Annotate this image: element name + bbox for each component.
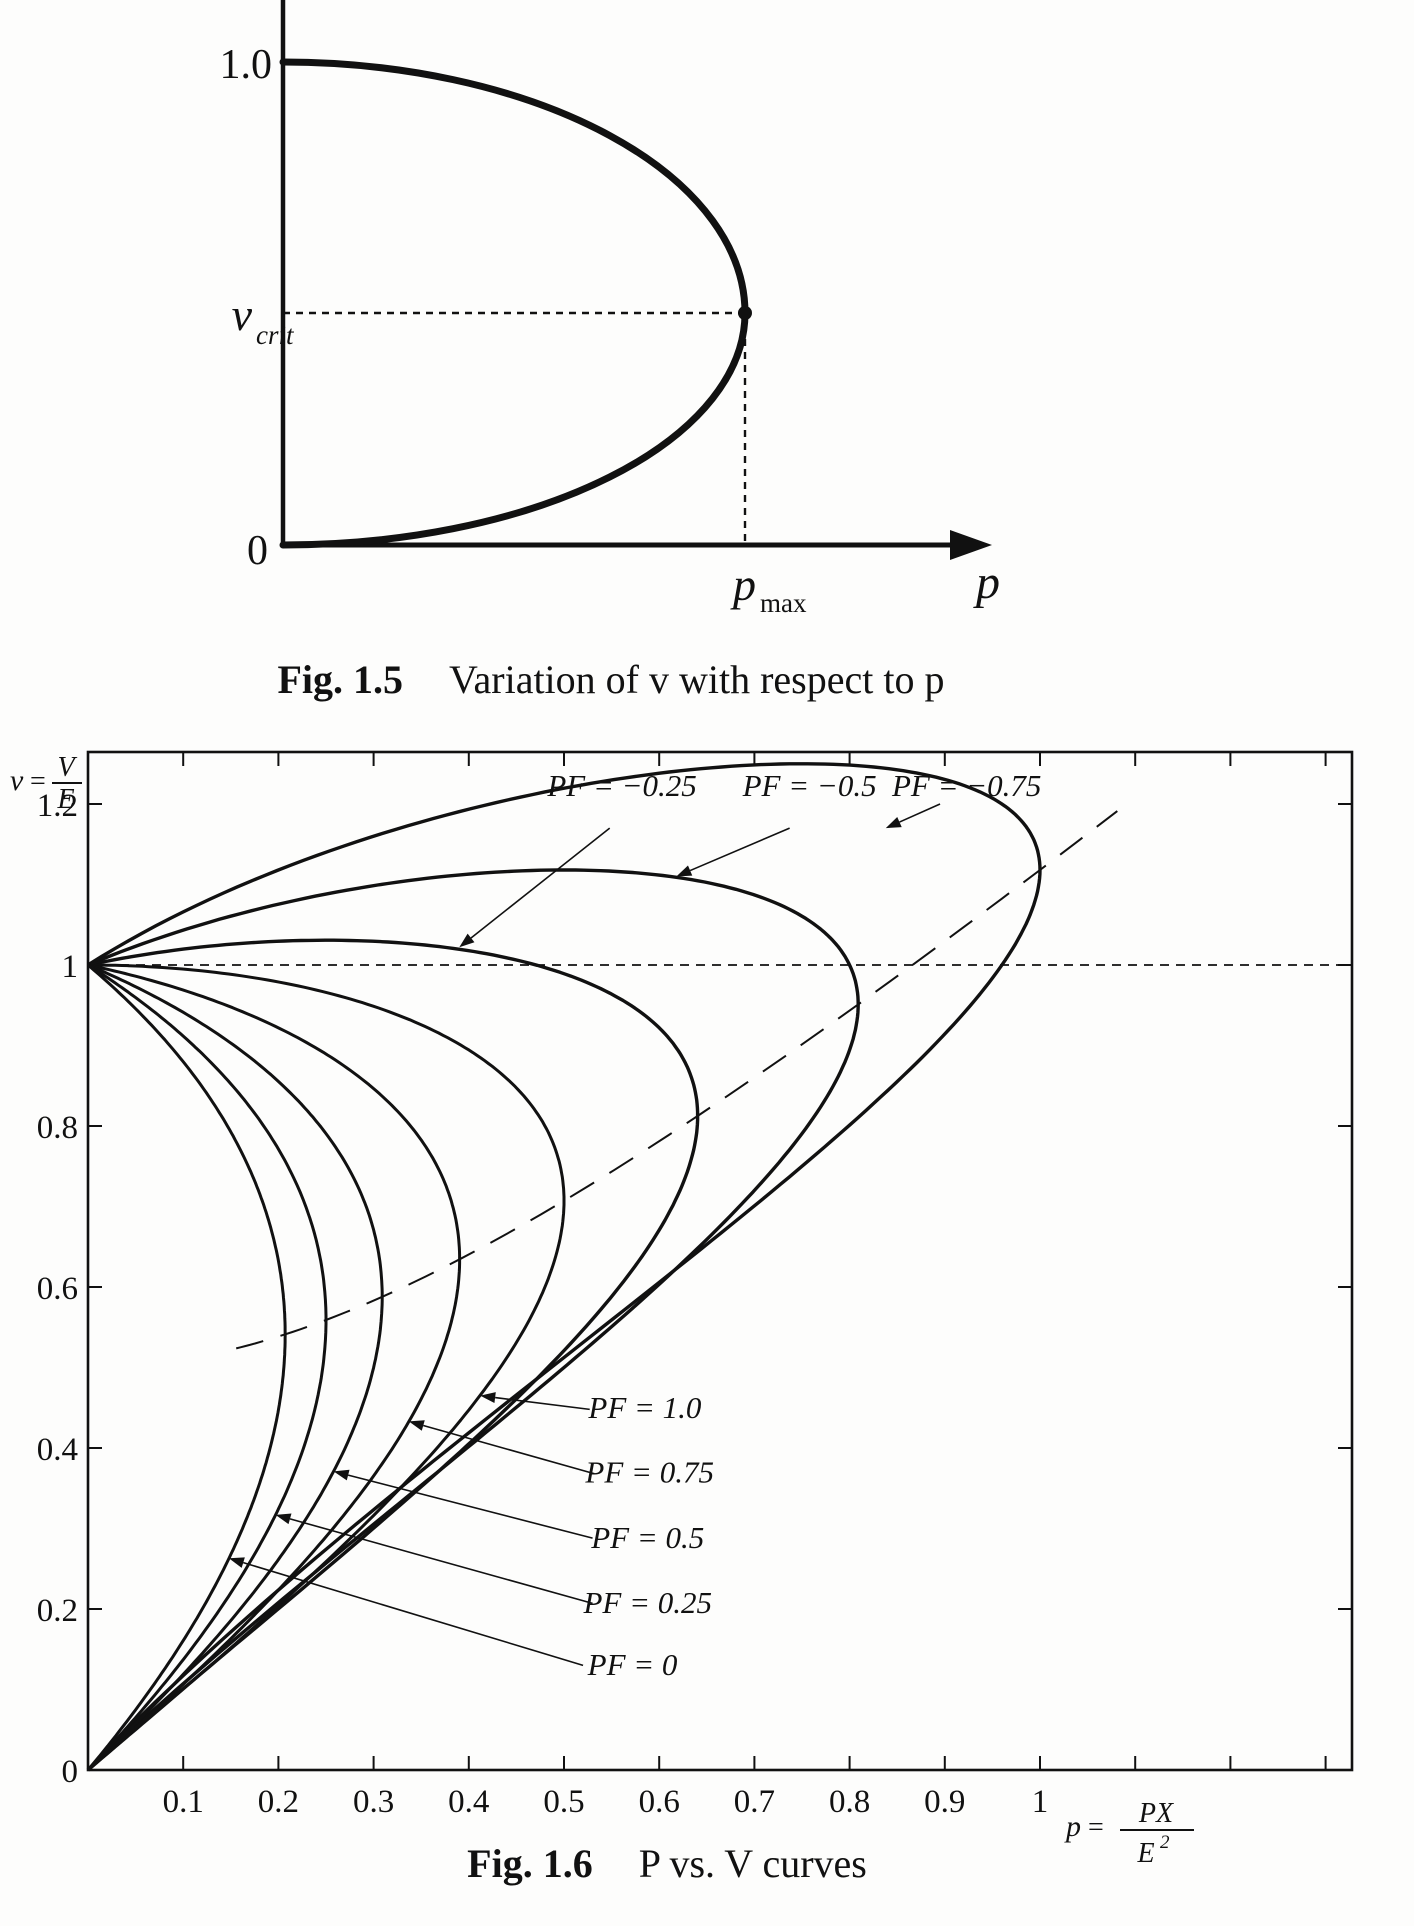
y-tick-label: 0 (62, 1754, 79, 1790)
fig15-caption-text: Variation of v with respect to p (449, 657, 945, 702)
fig15-caption: Fig. 1.5 Variation of v with respect to p (0, 656, 1222, 703)
x-tick-label: 0.1 (163, 1784, 204, 1820)
pf-annotation-arrow-head (676, 865, 693, 877)
x-tick-label: 0.8 (829, 1784, 870, 1820)
pv-curve (86, 963, 384, 1772)
pf-annotation-arrow-line (243, 1561, 584, 1667)
fig15-plot: 1.0 v crit 0 p max p (220, 0, 1000, 618)
x-tick-label: 0.4 (448, 1784, 489, 1820)
pf-annotation-arrow-head (885, 817, 902, 829)
pf-annotation-arrow-head (480, 1392, 496, 1403)
pf-annotation-label: PF = −0.25 (546, 768, 696, 803)
x-tick-label: 0.9 (924, 1784, 965, 1820)
fig16-xlabel-eq: = (1088, 1812, 1104, 1843)
fig15-vcrit-sub: crit (256, 320, 295, 350)
fig15-xaxis-label: p (973, 556, 1000, 609)
y-tick-label: 0.8 (37, 1110, 78, 1146)
x-tick-label: 1 (1032, 1784, 1049, 1820)
y-tick-label: 0.2 (37, 1593, 78, 1629)
fig15-ytick-1.0: 1.0 (220, 42, 273, 88)
pf-annotation-arrow-line (470, 827, 611, 939)
fig16-caption-text: P vs. V curves (638, 1841, 867, 1886)
fig16-caption: Fig. 1.6 P vs. V curves (0, 1840, 1334, 1887)
y-tick-label: 0.4 (37, 1432, 78, 1468)
pv-curve (86, 963, 287, 1771)
fig15-x-axis-arrowhead (950, 530, 992, 560)
pf-annotation-arrow-head (333, 1469, 350, 1481)
pf-annotation-arrow-head (228, 1557, 245, 1568)
pf-annotation-label: PF = 1.0 (587, 1390, 702, 1425)
fig16-caption-number: Fig. 1.6 (467, 1841, 593, 1886)
pf-annotation-label: PF = 0 (587, 1647, 678, 1682)
y-tick-label: 1.2 (37, 788, 78, 824)
fig16-ylabel-den: E (56, 784, 74, 815)
fig16-ylabel: v = V E (10, 752, 82, 815)
fig15-pmax-label: p (730, 559, 756, 610)
x-tick-label: 0.6 (639, 1784, 680, 1820)
pv-curve (87, 963, 462, 1772)
pf-annotation-arrow-line (423, 1424, 595, 1475)
pf-annotation-label: PF = −0.5 (742, 768, 877, 803)
x-tick-label: 0.2 (258, 1784, 299, 1820)
pf-annotation-arrow-line (289, 1518, 593, 1605)
fig15-vcrit-label: v (232, 289, 253, 340)
fig16-xlabel-den-sup: 2 (1160, 1832, 1170, 1853)
fig16-ylabel-eq: = (30, 766, 46, 797)
fig16-xlabel-p: p (1064, 1810, 1081, 1843)
pf-annotation-label: PF = 0.5 (590, 1520, 704, 1555)
x-tick-label: 0.5 (543, 1784, 584, 1820)
y-tick-label: 0.6 (37, 1271, 78, 1307)
fig16-xlabel: p = PX E 2 (1064, 1798, 1194, 1869)
pf-annotation-arrow-line (899, 803, 941, 823)
pv-curve (86, 868, 860, 1772)
pf-annotation-arrow-head (275, 1513, 292, 1525)
fig16-xlabel-num: PX (1138, 1798, 1174, 1829)
pf-annotation-arrow-line (495, 1396, 590, 1411)
fig15-pmax-sub: max (760, 588, 807, 618)
fig15-origin-label: 0 (247, 528, 268, 574)
pf-annotation-arrow-line (347, 1474, 593, 1539)
fig16-ylabel-num: V (57, 752, 77, 783)
pv-curve (86, 963, 328, 1772)
fig15-critical-point-dot (738, 306, 752, 320)
fig16-plot: 0.1 0.2 0.3 0.4 0.5 0.6 0.7 0.8 0.9 1 0 0.2 0.4 0.6 0.… (10, 750, 1354, 1869)
pf-annotation-label: PF = 0.75 (584, 1455, 714, 1490)
x-tick-label: 0.7 (734, 1784, 775, 1820)
pv-curve (87, 963, 566, 1772)
pf-annotation-label: PF = −0.75 (891, 768, 1041, 803)
y-tick-label: 1 (62, 949, 79, 985)
pf-annotation-arrow-line (689, 827, 790, 872)
pv-curve (86, 762, 1042, 1772)
fig15-caption-number: Fig. 1.5 (277, 657, 404, 702)
fig16-frame (86, 750, 1354, 1772)
fig15-nose-curve (279, 58, 749, 549)
pf-annotation-arrow-head (459, 933, 475, 948)
fig16-xlabel-den: E (1136, 1838, 1154, 1869)
pv-curve (86, 938, 700, 1772)
x-tick-label: 0.3 (353, 1784, 394, 1820)
pf-annotation-label: PF = 0.25 (583, 1585, 713, 1620)
fig16-ylabel-v: v (10, 764, 24, 797)
pf-annotation-arrow-head (408, 1420, 425, 1431)
